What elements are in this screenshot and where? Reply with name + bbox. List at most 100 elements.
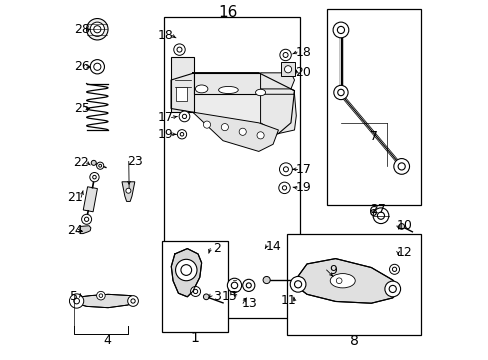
Circle shape: [332, 22, 348, 38]
Circle shape: [283, 167, 288, 172]
Circle shape: [279, 49, 291, 61]
Circle shape: [393, 158, 408, 174]
Text: 26: 26: [74, 60, 90, 73]
Circle shape: [81, 214, 91, 224]
Circle shape: [372, 208, 388, 224]
Circle shape: [190, 287, 200, 296]
Text: 21: 21: [67, 191, 82, 204]
Ellipse shape: [329, 274, 354, 288]
Circle shape: [69, 294, 83, 308]
Circle shape: [282, 186, 286, 190]
Circle shape: [203, 294, 209, 300]
Text: 4: 4: [103, 333, 111, 347]
Circle shape: [221, 123, 228, 131]
Circle shape: [99, 294, 102, 297]
Text: 22: 22: [73, 156, 89, 169]
Ellipse shape: [195, 85, 207, 93]
Ellipse shape: [255, 89, 265, 96]
Circle shape: [203, 121, 210, 128]
Text: 18: 18: [157, 29, 173, 42]
Text: 10: 10: [396, 219, 412, 232]
Circle shape: [239, 128, 246, 135]
Circle shape: [333, 85, 347, 100]
Circle shape: [94, 26, 101, 33]
Bar: [176, 87, 186, 102]
Text: 19: 19: [295, 181, 311, 194]
Circle shape: [181, 265, 191, 275]
Circle shape: [391, 267, 396, 271]
Circle shape: [257, 132, 264, 139]
Text: 8: 8: [349, 334, 358, 348]
Circle shape: [377, 212, 384, 219]
Polygon shape: [292, 258, 399, 303]
Text: 6: 6: [368, 205, 378, 219]
Circle shape: [175, 259, 197, 281]
Text: 15: 15: [221, 289, 237, 303]
Circle shape: [278, 182, 290, 194]
Ellipse shape: [218, 86, 238, 94]
Text: 9: 9: [328, 264, 336, 276]
Text: 5: 5: [70, 289, 78, 303]
Circle shape: [90, 22, 104, 36]
Circle shape: [131, 299, 135, 303]
Text: 11: 11: [280, 294, 295, 307]
Text: 23: 23: [127, 155, 143, 168]
Circle shape: [398, 224, 404, 229]
Circle shape: [242, 279, 254, 292]
Text: 3: 3: [212, 289, 220, 303]
Text: 18: 18: [295, 46, 311, 59]
Circle shape: [84, 217, 88, 221]
Text: 20: 20: [295, 66, 311, 79]
Circle shape: [263, 276, 270, 284]
Circle shape: [125, 188, 131, 193]
Text: 25: 25: [74, 102, 90, 115]
Polygon shape: [260, 94, 296, 134]
Bar: [326, 9, 421, 205]
Circle shape: [388, 285, 395, 293]
Circle shape: [99, 164, 102, 167]
Text: 27: 27: [370, 203, 386, 216]
Circle shape: [389, 264, 399, 274]
Polygon shape: [80, 226, 91, 234]
Circle shape: [177, 130, 186, 139]
Bar: [171, 57, 194, 112]
Text: 28: 28: [74, 23, 90, 36]
Text: 2: 2: [212, 242, 220, 255]
Circle shape: [336, 278, 341, 284]
Circle shape: [180, 132, 183, 136]
Circle shape: [231, 282, 237, 289]
Circle shape: [337, 26, 344, 33]
Text: 17: 17: [157, 111, 173, 124]
Circle shape: [93, 175, 96, 179]
Circle shape: [384, 281, 400, 297]
Polygon shape: [83, 187, 97, 212]
Text: 19: 19: [157, 128, 173, 141]
Text: 7: 7: [369, 130, 377, 143]
Circle shape: [182, 114, 186, 118]
Bar: [194, 73, 260, 94]
Circle shape: [246, 283, 251, 288]
Bar: [281, 62, 295, 76]
Bar: [287, 234, 421, 336]
Circle shape: [90, 60, 104, 74]
Circle shape: [227, 278, 241, 293]
Circle shape: [74, 298, 80, 304]
Circle shape: [179, 111, 189, 122]
Circle shape: [294, 281, 301, 288]
Polygon shape: [72, 294, 135, 308]
Circle shape: [290, 276, 305, 292]
Text: 13: 13: [241, 297, 257, 310]
Circle shape: [279, 163, 292, 176]
Text: 24: 24: [67, 224, 82, 237]
Circle shape: [397, 163, 405, 170]
Circle shape: [127, 296, 138, 306]
Text: 17: 17: [295, 163, 311, 176]
Circle shape: [97, 162, 103, 169]
Circle shape: [337, 89, 344, 96]
Text: 16: 16: [218, 5, 238, 19]
Circle shape: [90, 172, 99, 182]
Circle shape: [94, 63, 101, 70]
Circle shape: [91, 160, 96, 165]
Polygon shape: [122, 182, 135, 202]
Polygon shape: [171, 249, 201, 297]
